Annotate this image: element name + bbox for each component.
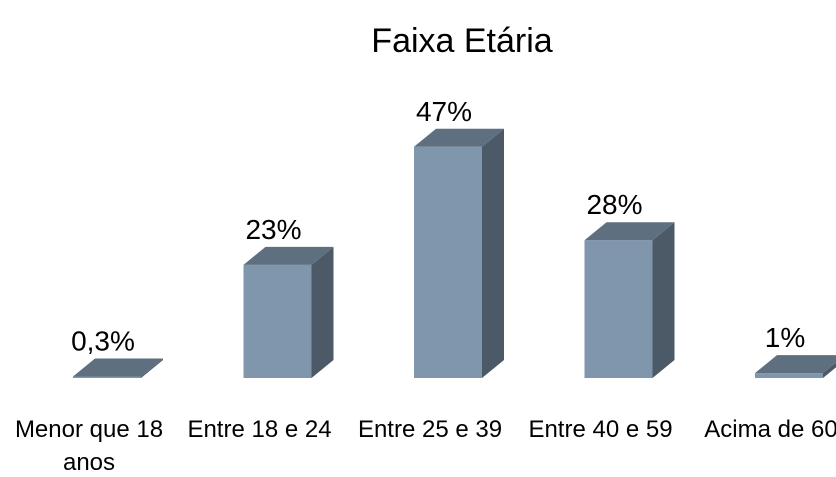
bar-side xyxy=(141,358,163,378)
data-label: 23% xyxy=(245,214,301,245)
bar-side xyxy=(311,246,334,378)
bar-front xyxy=(243,264,312,378)
bar-top xyxy=(584,222,675,241)
x-tick-label: Menor que 18 anos xyxy=(14,416,164,476)
bar-top xyxy=(414,128,504,147)
bar-side xyxy=(482,128,504,378)
bar-front xyxy=(414,146,482,378)
data-label: 47% xyxy=(416,96,472,127)
bar-top xyxy=(243,246,334,265)
chart-title: Faixa Etária xyxy=(371,22,552,60)
bar-front xyxy=(755,373,823,378)
bar-top xyxy=(755,355,836,374)
x-tick-label: Entre 40 e 59 xyxy=(528,416,673,443)
bar-top xyxy=(73,358,163,377)
x-tick-label: Entre 25 e 39 xyxy=(357,416,503,443)
data-label: 0,3% xyxy=(71,326,135,357)
x-tick-label: Acima de 60 xyxy=(704,416,836,443)
bar xyxy=(755,355,836,378)
bar xyxy=(414,128,504,378)
bar-front xyxy=(584,240,653,378)
bar-side xyxy=(652,222,675,378)
bar-front xyxy=(73,376,141,378)
bar xyxy=(73,358,163,378)
x-tick-label: Entre 18 e 24 xyxy=(187,416,332,443)
bar xyxy=(584,222,675,378)
data-label: 28% xyxy=(586,189,642,220)
data-label: 1% xyxy=(765,322,805,353)
bar xyxy=(243,246,334,378)
bar-side xyxy=(823,362,836,378)
